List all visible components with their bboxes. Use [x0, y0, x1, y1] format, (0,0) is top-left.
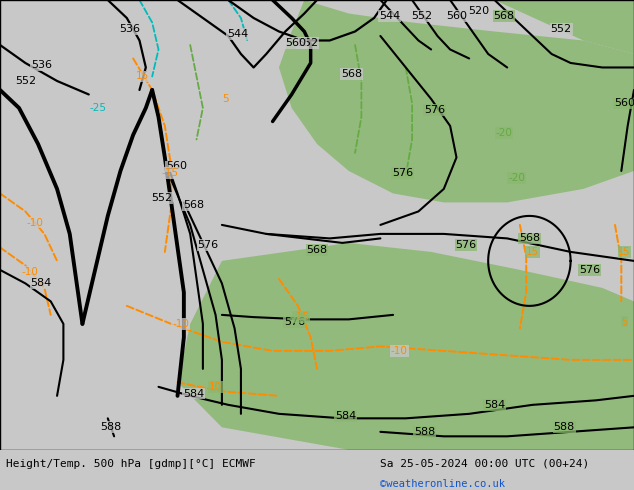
Text: 5: 5: [222, 94, 228, 104]
Text: Sa 25-05-2024 00:00 UTC (00+24): Sa 25-05-2024 00:00 UTC (00+24): [380, 459, 590, 469]
Text: 576: 576: [392, 168, 413, 178]
Text: 544: 544: [227, 29, 249, 39]
Text: 560: 560: [446, 11, 467, 21]
Text: 536: 536: [119, 24, 141, 34]
Polygon shape: [279, 0, 634, 202]
Text: 520: 520: [468, 6, 489, 16]
Text: 576: 576: [284, 317, 306, 327]
Text: 568: 568: [519, 233, 540, 244]
Text: 568: 568: [341, 69, 363, 79]
Text: 552: 552: [15, 76, 36, 86]
Text: 584: 584: [183, 389, 204, 398]
Text: 536: 536: [30, 60, 52, 70]
Text: ©weatheronline.co.uk: ©weatheronline.co.uk: [380, 479, 505, 489]
Text: 15: 15: [618, 247, 631, 257]
Text: 10: 10: [209, 382, 222, 392]
Text: 576: 576: [455, 240, 477, 250]
Text: -25: -25: [90, 103, 107, 113]
Text: 568: 568: [183, 199, 204, 210]
Text: 552: 552: [297, 38, 318, 48]
Text: 588: 588: [553, 422, 575, 432]
Text: 15: 15: [136, 72, 149, 81]
Text: 576: 576: [579, 265, 600, 275]
Text: -15: -15: [162, 168, 178, 178]
Polygon shape: [495, 0, 634, 54]
Text: 588: 588: [414, 427, 436, 437]
Text: -10: -10: [27, 218, 43, 228]
Text: -10: -10: [391, 346, 408, 356]
Text: 560: 560: [614, 98, 634, 108]
Text: 552: 552: [550, 24, 572, 34]
Text: -10: -10: [22, 267, 39, 277]
Text: 584: 584: [335, 411, 356, 421]
Text: -20: -20: [496, 128, 512, 138]
Text: 15: 15: [526, 247, 539, 257]
Text: 568: 568: [493, 11, 515, 21]
Text: -10: -10: [172, 319, 189, 329]
Text: 552: 552: [411, 11, 432, 21]
Text: Height/Temp. 500 hPa [gdmp][°C] ECMWF: Height/Temp. 500 hPa [gdmp][°C] ECMWF: [6, 459, 256, 469]
Text: -20: -20: [508, 172, 525, 183]
Polygon shape: [178, 243, 634, 450]
Text: -15: -15: [293, 312, 309, 322]
Text: 5: 5: [621, 317, 628, 327]
Text: 544: 544: [379, 11, 401, 21]
Text: 576: 576: [197, 240, 219, 250]
Text: 560: 560: [165, 161, 187, 172]
Text: 588: 588: [100, 422, 122, 432]
Text: 584: 584: [484, 400, 505, 410]
Text: 584: 584: [30, 278, 52, 289]
Text: 576: 576: [424, 105, 445, 115]
Text: 552: 552: [151, 193, 172, 203]
Text: 560: 560: [285, 38, 307, 48]
Text: 568: 568: [306, 245, 328, 255]
